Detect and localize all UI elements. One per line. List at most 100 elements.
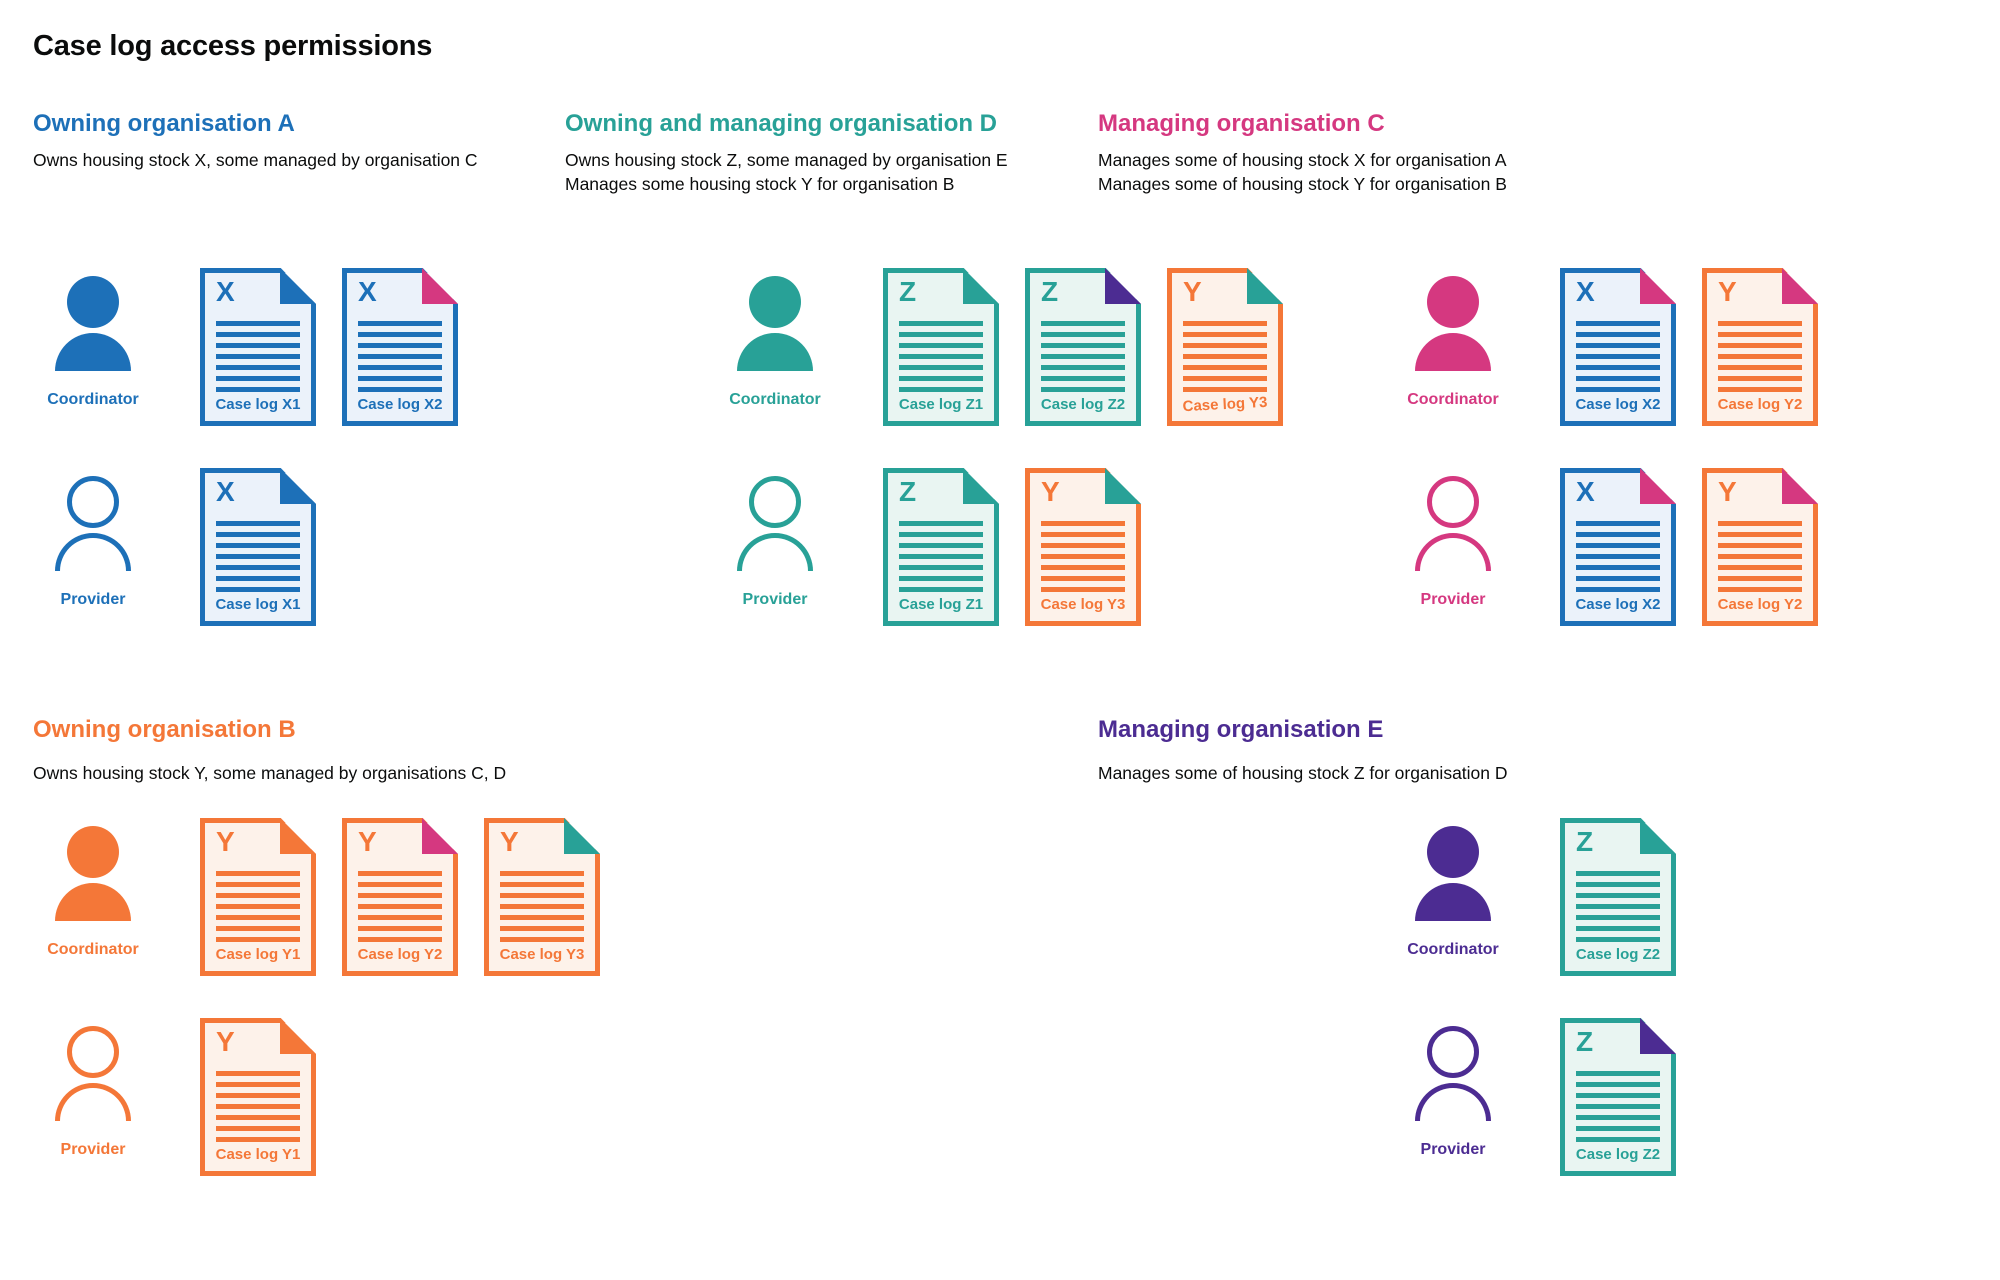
case-log-label: Case log X1 bbox=[215, 396, 301, 413]
document-lines bbox=[1576, 521, 1660, 592]
document-lines bbox=[1183, 321, 1267, 392]
section-heading-org-b: Owning organisation B bbox=[33, 716, 296, 743]
folded-corner-icon bbox=[1782, 468, 1818, 504]
person-body-icon bbox=[1415, 883, 1491, 921]
stock-letter: X bbox=[358, 276, 377, 307]
document-lines bbox=[1718, 521, 1802, 592]
role-label: Provider bbox=[60, 1141, 126, 1158]
case-log-label: Case log X2 bbox=[357, 396, 443, 413]
document-lines bbox=[216, 321, 300, 392]
case-log-label: Case log Z2 bbox=[1575, 946, 1661, 963]
role-label: Provider bbox=[1420, 1141, 1486, 1158]
folded-corner-icon bbox=[280, 818, 316, 854]
person-head-icon bbox=[749, 476, 801, 528]
case-log-doc-z2: Z Case log Z2 bbox=[1560, 818, 1676, 976]
description-line: Owns housing stock Z, some managed by or… bbox=[565, 150, 1008, 170]
person-head-icon bbox=[67, 276, 119, 328]
page-title: Case log access permissions bbox=[33, 30, 433, 62]
stock-letter: Z bbox=[1576, 1026, 1594, 1057]
description-line: Owns housing stock Y, some managed by or… bbox=[33, 763, 507, 783]
provider-figure-org-c: Provider bbox=[1393, 468, 1513, 609]
person-head-icon bbox=[67, 1026, 119, 1078]
folded-corner-icon bbox=[1640, 1018, 1676, 1054]
section-description-org-d: Owns housing stock Z, some managed by or… bbox=[565, 148, 1008, 196]
case-log-doc-y3: Y Case log Y3 bbox=[484, 818, 600, 976]
case-log-doc-y2: Y Case log Y2 bbox=[1702, 468, 1818, 626]
folded-corner-icon bbox=[280, 1018, 316, 1054]
stock-letter: X bbox=[216, 476, 235, 507]
section-description-org-c: Manages some of housing stock X for orga… bbox=[1098, 148, 1507, 196]
case-log-doc-x1: X Case log X1 bbox=[200, 468, 316, 626]
person-head-icon bbox=[749, 276, 801, 328]
case-log-label: Case log Y2 bbox=[1717, 396, 1803, 413]
folded-corner-icon bbox=[1640, 468, 1676, 504]
document-lines bbox=[216, 521, 300, 592]
person-head-icon bbox=[67, 476, 119, 528]
case-log-doc-y2: Y Case log Y2 bbox=[1702, 268, 1818, 426]
folded-corner-icon bbox=[1782, 268, 1818, 304]
person-head-icon bbox=[1427, 826, 1479, 878]
coordinator-figure-org-a: Coordinator bbox=[33, 268, 153, 409]
section-description-org-a: Owns housing stock X, some managed by or… bbox=[33, 148, 478, 172]
case-log-label: Case log Y3 bbox=[499, 946, 585, 963]
case-log-label: Case log X2 bbox=[1575, 396, 1661, 413]
case-log-doc-y3: Y Case log Y3 bbox=[1167, 268, 1283, 426]
provider-figure-org-d: Provider bbox=[715, 468, 835, 609]
document-lines bbox=[1576, 321, 1660, 392]
folded-corner-icon bbox=[1105, 268, 1141, 304]
person-head-icon bbox=[1427, 1026, 1479, 1078]
provider-figure-org-a: Provider bbox=[33, 468, 153, 609]
case-log-doc-z1: Z Case log Z1 bbox=[883, 268, 999, 426]
section-description-org-e: Manages some of housing stock Z for orga… bbox=[1098, 761, 1508, 785]
document-lines bbox=[216, 1071, 300, 1142]
document-lines bbox=[358, 871, 442, 942]
person-body-icon bbox=[55, 1083, 131, 1121]
role-label: Provider bbox=[60, 591, 126, 608]
person-body-icon bbox=[1415, 1083, 1491, 1121]
person-head-icon bbox=[67, 826, 119, 878]
folded-corner-icon bbox=[280, 468, 316, 504]
case-log-doc-x1: X Case log X1 bbox=[200, 268, 316, 426]
stock-letter: Y bbox=[1041, 476, 1060, 507]
section-heading-org-e: Managing organisation E bbox=[1098, 716, 1384, 743]
document-lines bbox=[899, 521, 983, 592]
folded-corner-icon bbox=[1105, 468, 1141, 504]
case-log-label: Case log Y3 bbox=[1182, 393, 1268, 416]
person-body-icon bbox=[1415, 333, 1491, 371]
role-label: Provider bbox=[1420, 591, 1486, 608]
case-log-label: Case log Z2 bbox=[1040, 396, 1126, 413]
person-body-icon bbox=[737, 533, 813, 571]
role-label: Provider bbox=[742, 591, 808, 608]
document-lines bbox=[899, 321, 983, 392]
folded-corner-icon bbox=[280, 268, 316, 304]
document-lines bbox=[1041, 521, 1125, 592]
case-log-doc-z2: Z Case log Z2 bbox=[1025, 268, 1141, 426]
case-log-doc-x2: X Case log X2 bbox=[1560, 268, 1676, 426]
stock-letter: X bbox=[1576, 476, 1595, 507]
person-body-icon bbox=[1415, 533, 1491, 571]
case-log-doc-y1: Y Case log Y1 bbox=[200, 1018, 316, 1176]
stock-letter: Z bbox=[1041, 276, 1059, 307]
stock-letter: Y bbox=[1718, 476, 1737, 507]
provider-figure-org-b: Provider bbox=[33, 1018, 153, 1159]
stock-letter: Z bbox=[899, 276, 917, 307]
section-description-org-b: Owns housing stock Y, some managed by or… bbox=[33, 761, 506, 785]
folded-corner-icon bbox=[422, 268, 458, 304]
stock-letter: Y bbox=[216, 826, 235, 857]
description-line: Owns housing stock X, some managed by or… bbox=[33, 150, 478, 170]
description-line: Manages some housing stock Y for organis… bbox=[565, 174, 955, 194]
case-log-label: Case log X2 bbox=[1575, 596, 1661, 613]
folded-corner-icon bbox=[1247, 268, 1283, 304]
folded-corner-icon bbox=[564, 818, 600, 854]
case-log-doc-x2: X Case log X2 bbox=[1560, 468, 1676, 626]
description-line: Manages some of housing stock X for orga… bbox=[1098, 150, 1507, 170]
stock-letter: Z bbox=[1576, 826, 1594, 857]
description-line: Manages some of housing stock Y for orga… bbox=[1098, 174, 1507, 194]
stock-letter: Y bbox=[358, 826, 377, 857]
role-label: Coordinator bbox=[1407, 391, 1499, 408]
stock-letter: Y bbox=[1183, 276, 1202, 307]
case-log-label: Case log Z1 bbox=[898, 596, 984, 613]
coordinator-figure-org-e: Coordinator bbox=[1393, 818, 1513, 959]
document-lines bbox=[358, 321, 442, 392]
